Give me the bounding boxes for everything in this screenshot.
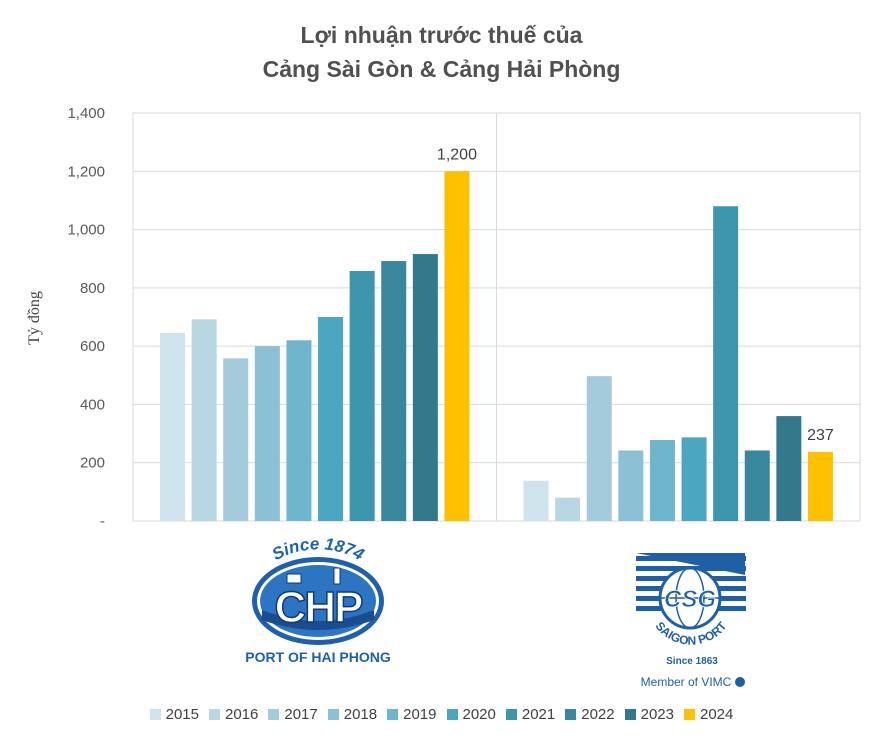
bar [681,437,707,521]
legend-item: 2015 [149,706,199,723]
legend-swatch [387,709,399,720]
legend-label: 2023 [640,706,674,723]
legend-label: 2022 [581,706,615,723]
bar [318,317,344,521]
y-tick-label: 800 [80,280,105,297]
bar [523,480,549,521]
legend-swatch [327,709,339,720]
bar [160,333,186,521]
data-label: 237 [807,427,834,444]
y-tick-label: 1,000 [67,222,105,239]
legend-label: 2015 [165,706,199,723]
y-tick-label: - [100,513,105,530]
bar [412,254,438,521]
data-label: 1,200 [437,146,477,163]
legend-label: 2020 [462,706,496,723]
bar [286,340,312,521]
bar-chart: - 200 400 600 800 1,000 1,200 1,400 1,200 237 Sinc… [67,105,861,689]
legend-item: 2019 [387,706,437,723]
port-of-hai-phong-caption: PORT OF HAI PHONG [245,649,391,665]
bar [444,171,470,522]
bar [649,439,675,521]
chp-monogram: CHP [275,583,363,632]
legend-swatch [268,709,280,720]
y-tick-label: 200 [80,455,105,472]
bar [223,358,249,521]
legend-swatch [565,709,577,720]
legend: 2015 2016 2017 2018 2019 2020 2021 2022 2023 2024 [0,706,883,723]
legend-swatch [209,709,220,720]
legend-swatch [446,709,458,720]
bar [618,450,644,521]
legend-label: 2016 [225,706,259,723]
chart-title: Lợi nhuận trước thuế của Cảng Sài Gòn & … [0,18,883,86]
y-tick-label: 1,200 [67,163,105,180]
bar [744,450,770,521]
bar [191,319,217,521]
legend-swatch [505,709,517,720]
legend-item: 2021 [505,706,556,723]
wave-icon [262,610,374,630]
stripe-accent [636,553,745,575]
crane-icon [286,573,302,584]
legend-swatch [624,709,636,720]
legend-swatch [684,709,695,720]
csg-monogram: CSG [664,586,716,613]
legend-item: 2024 [684,706,733,723]
legend-label: 2019 [403,706,437,723]
y-tick-label: 1,400 [67,105,105,122]
legend-label: 2018 [343,706,378,723]
legend-item: 2020 [446,706,496,723]
y-tick-label: 600 [80,338,105,355]
legend-item: 2018 [327,706,378,723]
legend-label: 2024 [700,706,734,723]
legend-item: 2022 [565,706,615,723]
chart-title-line-1: Lợi nhuận trước thuế của [300,22,583,48]
legend-label: 2017 [284,706,318,723]
bar [586,376,612,521]
bar [807,451,833,521]
legend-item: 2016 [209,706,258,723]
legend-swatch [149,709,161,720]
bar [555,497,581,521]
bar [713,206,739,521]
lighthouse-icon [333,567,341,585]
bar [381,261,407,521]
bar [776,416,802,521]
bar [349,270,375,521]
bar [254,346,280,521]
legend-item: 2017 [268,706,318,723]
legend-label: 2021 [521,706,556,723]
vimc-icon [735,677,745,687]
member-of-vimc-text: Member of VIMC [641,675,732,689]
y-tick-label: 400 [80,396,105,413]
legend-item: 2023 [624,706,674,723]
chart-title-line-2: Cảng Sài Gòn & Cảng Hải Phòng [262,56,621,82]
since-1863-text: Since 1863 [666,656,718,667]
